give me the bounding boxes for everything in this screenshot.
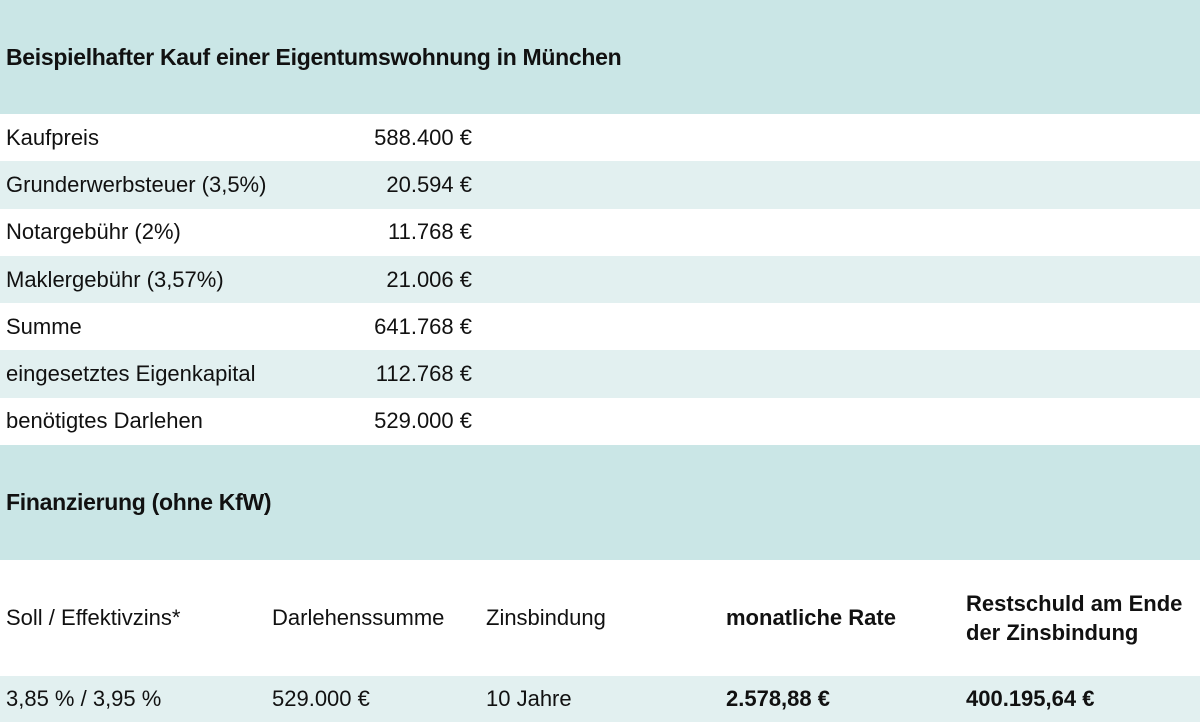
cost-value: 20.594 €	[386, 171, 472, 197]
cost-row-grunderwerbsteuer: Grunderwerbsteuer (3,5%) 20.594 €	[0, 161, 1200, 209]
cost-value: 641.768 €	[374, 313, 472, 339]
financing-table: Soll / Effektivzins* Darlehenssumme Zins…	[0, 560, 1200, 722]
cell-rate: 3,85 % / 3,95 %	[6, 686, 162, 712]
financing-table-row: 3,85 % / 3,95 % 529.000 € 10 Jahre 2.578…	[0, 676, 1200, 722]
financing-title: Finanzierung (ohne KfW)	[6, 489, 272, 516]
cost-value: 21.006 €	[386, 266, 472, 292]
header-fixed-period: Zinsbindung	[486, 605, 606, 631]
cost-label: Maklergebühr (3,57%)	[6, 266, 224, 292]
cell-fixed-period: 10 Jahre	[486, 686, 572, 712]
cost-value: 112.768 €	[375, 361, 472, 387]
cost-row-darlehen: benötigtes Darlehen 529.000 €	[0, 398, 1200, 445]
purchase-section-header: Beispielhafter Kauf einer Eigentumswohnu…	[0, 0, 1200, 114]
cost-row-summe: Summe 641.768 €	[0, 303, 1200, 350]
header-monthly-rate: monatliche Rate	[726, 605, 896, 631]
cost-row-eigenkapital: eingesetztes Eigenkapital 112.768 €	[0, 350, 1200, 398]
purchase-table: Kaufpreis 588.400 € Grunderwerbsteuer (3…	[0, 114, 1200, 445]
cost-row-notargebuehr: Notargebühr (2%) 11.768 €	[0, 209, 1200, 256]
purchase-title: Beispielhafter Kauf einer Eigentumswohnu…	[6, 43, 622, 70]
cost-label: Notargebühr (2%)	[6, 219, 181, 245]
cell-monthly-rate: 2.578,88 €	[726, 686, 830, 712]
cost-value: 588.400 €	[374, 124, 472, 150]
header-residual-debt: Restschuld am Ende der Zinsbindung	[966, 591, 1183, 646]
cost-row-kaufpreis: Kaufpreis 588.400 €	[0, 114, 1200, 161]
cell-residual-debt: 400.195,64 €	[966, 686, 1095, 712]
cost-value: 11.768 €	[387, 219, 472, 245]
cost-label: Summe	[6, 313, 82, 339]
cost-value: 529.000 €	[374, 408, 472, 434]
cell-loan-amount: 529.000 €	[272, 686, 370, 712]
cost-label: benötigtes Darlehen	[6, 408, 203, 434]
financing-section-header: Finanzierung (ohne KfW)	[0, 445, 1200, 561]
financing-table-header: Soll / Effektivzins* Darlehenssumme Zins…	[0, 560, 1200, 677]
cost-label: eingesetztes Eigenkapital	[6, 361, 256, 387]
cost-row-maklergebuehr: Maklergebühr (3,57%) 21.006 €	[0, 255, 1200, 304]
header-rate: Soll / Effektivzins*	[6, 605, 181, 631]
cost-label: Kaufpreis	[6, 124, 99, 150]
cost-label: Grunderwerbsteuer (3,5%)	[6, 171, 267, 197]
header-loan-amount: Darlehenssumme	[272, 605, 445, 631]
